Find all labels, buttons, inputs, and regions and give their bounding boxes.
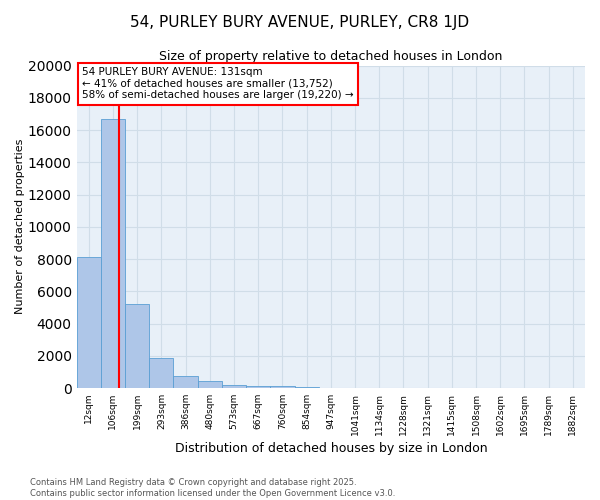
Y-axis label: Number of detached properties: Number of detached properties	[15, 139, 25, 314]
Bar	[246, 386, 271, 388]
Bar	[197, 381, 222, 388]
Text: 54, PURLEY BURY AVENUE, PURLEY, CR8 1JD: 54, PURLEY BURY AVENUE, PURLEY, CR8 1JD	[130, 15, 470, 30]
Title: Size of property relative to detached houses in London: Size of property relative to detached ho…	[159, 50, 503, 63]
Text: Contains HM Land Registry data © Crown copyright and database right 2025.
Contai: Contains HM Land Registry data © Crown c…	[30, 478, 395, 498]
Bar	[77, 258, 101, 388]
Bar	[271, 386, 295, 388]
Bar	[222, 384, 246, 388]
Text: 54 PURLEY BURY AVENUE: 131sqm
← 41% of detached houses are smaller (13,752)
58% : 54 PURLEY BURY AVENUE: 131sqm ← 41% of d…	[82, 67, 353, 100]
Bar	[149, 358, 173, 388]
Bar	[173, 376, 197, 388]
Bar	[125, 304, 149, 388]
X-axis label: Distribution of detached houses by size in London: Distribution of detached houses by size …	[175, 442, 487, 455]
Bar	[101, 119, 125, 388]
Bar	[295, 387, 319, 388]
